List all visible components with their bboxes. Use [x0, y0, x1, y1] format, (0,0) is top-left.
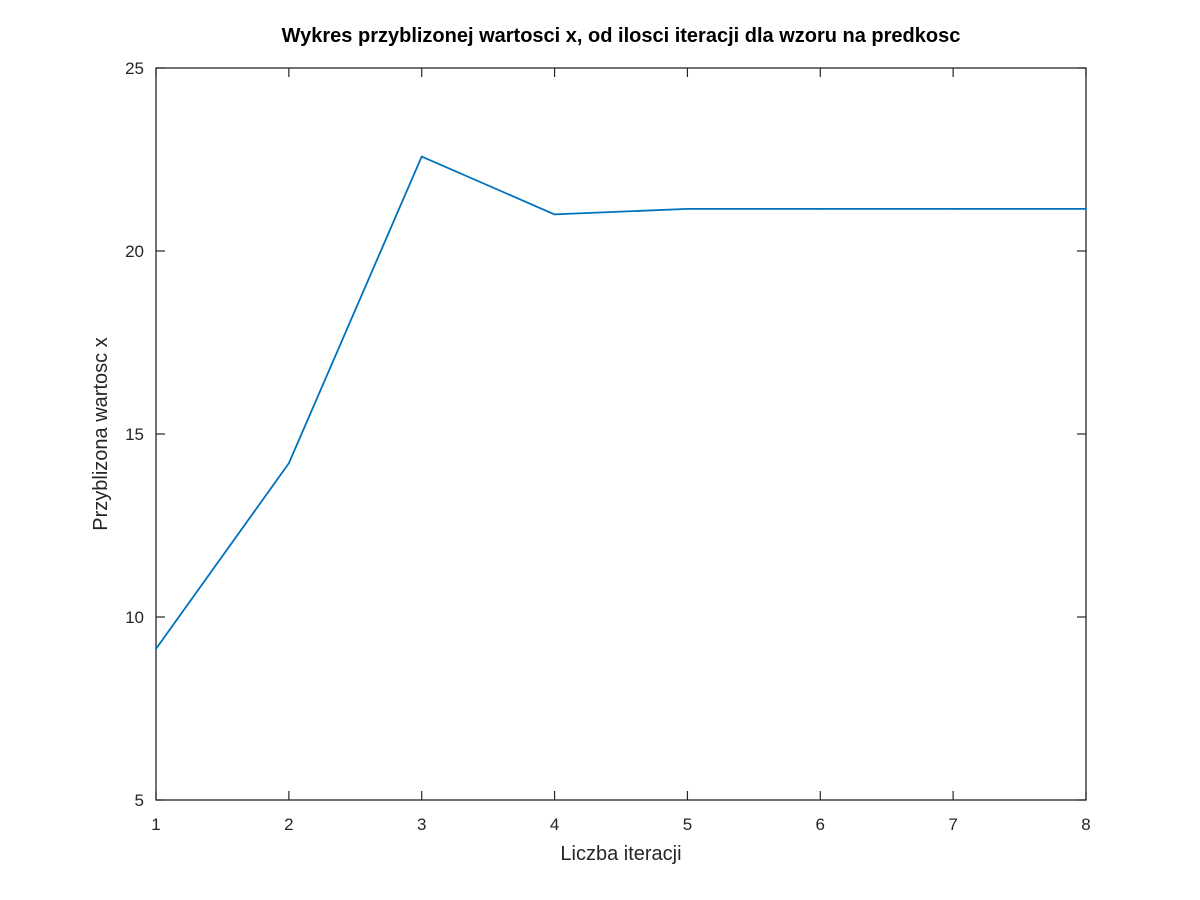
data-point — [553, 213, 556, 216]
axes-box — [155, 67, 1087, 801]
x-tick-label: 4 — [550, 815, 559, 834]
y-tick-label: 10 — [125, 608, 144, 627]
data-point — [155, 647, 157, 650]
chart-title: Wykres przyblizonej wartosci x, od ilosc… — [282, 25, 961, 47]
data-point — [420, 155, 423, 158]
y-tick-label: 20 — [125, 242, 144, 261]
x-axis-label: Liczba iteracji — [560, 843, 681, 865]
x-tick-label: 5 — [683, 815, 692, 834]
x-tick-label: 7 — [948, 815, 957, 834]
x-tick-label: 8 — [1081, 815, 1090, 834]
y-tick-label: 15 — [125, 425, 144, 444]
data-point — [819, 208, 822, 210]
x-tick-label: 1 — [151, 815, 160, 834]
x-tick-label: 6 — [816, 815, 825, 834]
data-point — [686, 208, 689, 210]
plot-area: 1 2 3 4 5 6 7 8 5 10 15 20 25 — [125, 59, 1091, 834]
series-group — [155, 155, 1087, 650]
x-tick-label: 3 — [417, 815, 426, 834]
data-point — [287, 462, 290, 465]
data-point — [952, 208, 955, 210]
y-tick-label: 5 — [135, 791, 144, 810]
y-tick-label: 25 — [125, 59, 144, 78]
x-tick-label: 2 — [284, 815, 293, 834]
y-axis-label: Przyblizona wartosc x — [90, 337, 112, 530]
data-point — [1085, 208, 1087, 210]
ticks: 1 2 3 4 5 6 7 8 5 10 15 20 25 — [125, 59, 1091, 834]
series-line-0 — [155, 155, 1086, 650]
